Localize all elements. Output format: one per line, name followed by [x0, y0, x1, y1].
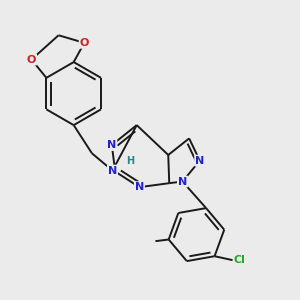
Text: Cl: Cl	[233, 255, 245, 265]
Text: N: N	[108, 166, 117, 176]
Text: N: N	[135, 182, 144, 192]
Text: N: N	[178, 176, 187, 187]
Text: H: H	[126, 156, 134, 166]
Text: O: O	[80, 38, 89, 48]
Text: N: N	[107, 140, 116, 150]
Text: N: N	[195, 156, 204, 166]
Text: O: O	[27, 55, 36, 64]
